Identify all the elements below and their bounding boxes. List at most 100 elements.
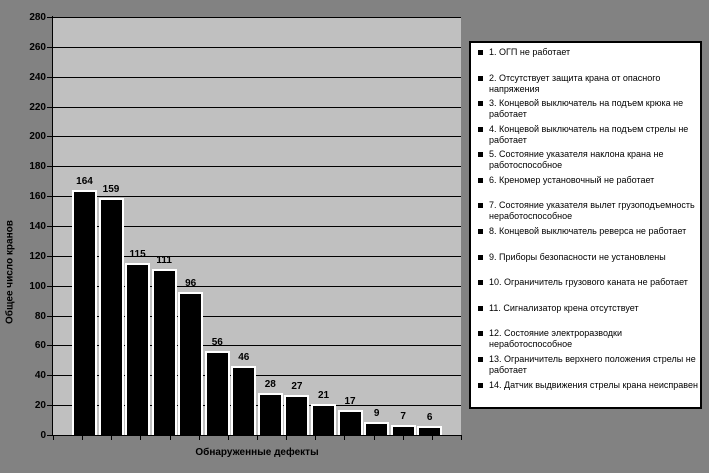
y-tick-label: 160 [29, 191, 46, 202]
x-tick-mark [228, 436, 229, 440]
legend-item: 12. Состояние электроразводки неработосп… [476, 328, 698, 354]
y-tick-label: 120 [29, 251, 46, 262]
legend-item: 8. Концевой выключатель реверса не работ… [476, 226, 698, 252]
gridline [53, 136, 461, 137]
x-tick-mark [82, 436, 83, 440]
gridline [53, 196, 461, 197]
y-tick-mark [47, 375, 53, 376]
x-tick-mark [461, 436, 462, 440]
legend-marker-icon [478, 280, 483, 286]
legend-item: 4. Концевой выключатель на подъем стрелы… [476, 124, 698, 150]
legend-item-label: 13. Ограничитель верхнего положения стре… [489, 353, 696, 375]
legend-marker-icon [478, 356, 483, 362]
legend-item: 3. Концевой выключатель на подъем крюка … [476, 98, 698, 124]
x-axis-line [52, 435, 462, 436]
y-tick-label: 40 [34, 370, 46, 381]
bar-value-label: 96 [185, 278, 197, 289]
legend-item: 5. Состояние указателя наклона крана не … [476, 149, 698, 175]
y-tick-mark [47, 166, 53, 167]
x-tick-mark [403, 436, 404, 440]
bar [231, 366, 257, 435]
bar-value-label: 115 [129, 249, 146, 260]
y-tick-mark [47, 47, 53, 48]
y-tick-mark [47, 286, 53, 287]
x-tick-mark [170, 436, 171, 440]
bar-value-label: 27 [291, 381, 303, 392]
legend-marker-icon [478, 75, 483, 81]
legend-item-label: 2. Отсутствует защита крана от опасного … [489, 72, 661, 94]
y-tick-label: 240 [29, 72, 46, 83]
legend-item: 9. Приборы безопасности не установлены [476, 252, 698, 278]
legend-item: 6. Креномер установочный не работает [476, 175, 698, 201]
y-tick-mark [47, 136, 53, 137]
legend-item-label: 9. Приборы безопасности не установлены [489, 251, 666, 262]
legend-item-label: 6. Креномер установочный не работает [489, 174, 655, 185]
x-axis-title: Обнаруженные дефекты [195, 447, 319, 458]
legend-item-label: 10. Ограничитель грузового каната не раб… [489, 277, 688, 288]
y-tick-label: 200 [29, 131, 46, 142]
bar-value-label: 164 [76, 176, 93, 187]
bar [151, 269, 177, 435]
legend-item-label: 7. Состояние указателя вылет грузоподъем… [489, 200, 695, 222]
gridline [53, 226, 461, 227]
bar [178, 292, 204, 435]
x-tick-mark [432, 436, 433, 440]
bar [125, 263, 151, 435]
gridline [53, 345, 461, 346]
gridline [53, 256, 461, 257]
x-tick-mark [140, 436, 141, 440]
y-tick-label: 100 [29, 281, 46, 292]
legend-item: 11. Сигнализатор крена отсутствует [476, 303, 698, 329]
x-tick-mark [374, 436, 375, 440]
bar [284, 395, 310, 435]
bar [364, 422, 390, 435]
gridline [53, 405, 461, 406]
bar [390, 425, 416, 435]
y-tick-label: 60 [34, 340, 46, 351]
gridline [53, 316, 461, 317]
y-tick-label: 180 [29, 161, 46, 172]
gridline [53, 375, 461, 376]
bar [417, 426, 443, 435]
y-tick-mark [47, 77, 53, 78]
y-axis-title: Общее число кранов [4, 220, 16, 325]
bar-value-label: 7 [400, 411, 406, 422]
y-tick-mark [47, 405, 53, 406]
legend-item: 10. Ограничитель грузового каната не раб… [476, 277, 698, 303]
y-tick-label: 280 [29, 12, 46, 23]
legend-marker-icon [478, 177, 483, 183]
legend-item-label: 5. Состояние указателя наклона крана не … [489, 149, 664, 171]
bar-value-label: 56 [211, 337, 223, 348]
bar-value-label: 9 [373, 408, 380, 419]
y-tick-mark [47, 17, 53, 18]
bar-value-label: 17 [344, 396, 356, 407]
legend-item-label: 11. Сигнализатор крена отсутствует [489, 302, 639, 313]
y-tick-label: 260 [29, 42, 46, 53]
y-tick-label: 220 [29, 102, 46, 113]
legend-marker-icon [478, 152, 483, 158]
x-tick-mark [199, 436, 200, 440]
x-tick-mark [344, 436, 345, 440]
legend: 1. ОГП не работает 2. Отсутствует защита … [469, 41, 702, 409]
y-tick-mark [47, 345, 53, 346]
y-tick-label: 20 [34, 400, 46, 411]
legend-marker-icon [478, 305, 483, 311]
gridline [53, 107, 461, 108]
y-tick-mark [47, 435, 53, 436]
bar-value-label: 46 [238, 352, 250, 363]
legend-marker-icon [478, 331, 483, 337]
bar [72, 190, 97, 435]
legend-item-label: 4. Концевой выключатель на подъем стрелы… [489, 123, 689, 145]
legend-marker-icon [478, 254, 483, 260]
legend-marker-icon [478, 229, 483, 235]
bar [98, 198, 124, 435]
y-tick-label: 140 [29, 221, 46, 232]
gridline [53, 17, 461, 18]
bar [257, 393, 283, 435]
gridline [53, 77, 461, 78]
bar-value-label: 28 [264, 379, 276, 390]
legend-marker-icon [478, 50, 483, 55]
x-tick-mark [111, 436, 112, 440]
legend-marker-icon [478, 203, 483, 209]
